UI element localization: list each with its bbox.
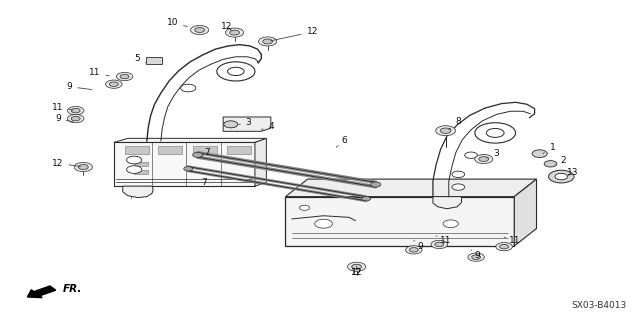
Text: 6: 6 [336, 136, 347, 147]
Bar [114, 142, 255, 186]
Bar [146, 57, 162, 64]
Text: 11: 11 [89, 68, 109, 77]
Circle shape [230, 30, 240, 35]
Text: 12: 12 [52, 159, 80, 168]
Polygon shape [223, 117, 271, 131]
Circle shape [180, 84, 196, 92]
Bar [227, 146, 251, 154]
Text: 7: 7 [204, 148, 215, 156]
Circle shape [352, 264, 362, 269]
Text: 10: 10 [166, 19, 187, 28]
Circle shape [183, 166, 192, 171]
Circle shape [499, 244, 508, 249]
Circle shape [192, 152, 203, 157]
Text: 12: 12 [270, 28, 318, 41]
Circle shape [464, 152, 477, 158]
Circle shape [117, 72, 133, 81]
Text: 8: 8 [449, 117, 461, 130]
Circle shape [496, 243, 512, 251]
Circle shape [471, 255, 480, 260]
Circle shape [106, 80, 122, 88]
Text: 1: 1 [543, 143, 555, 154]
Bar [134, 162, 148, 166]
Text: 12: 12 [351, 267, 362, 277]
Circle shape [71, 108, 80, 113]
Text: 9: 9 [471, 250, 480, 260]
Text: 9: 9 [414, 240, 423, 251]
Circle shape [190, 26, 209, 35]
Circle shape [78, 164, 88, 170]
Text: 11: 11 [504, 236, 520, 245]
Circle shape [110, 82, 118, 86]
Polygon shape [514, 179, 536, 246]
Circle shape [362, 196, 371, 201]
Circle shape [410, 248, 419, 252]
Polygon shape [285, 179, 536, 197]
Circle shape [71, 116, 80, 121]
Circle shape [75, 163, 92, 172]
Text: 3: 3 [486, 149, 499, 158]
Polygon shape [433, 197, 462, 209]
Circle shape [262, 39, 273, 44]
Text: 12: 12 [220, 22, 233, 31]
Circle shape [225, 28, 244, 37]
Circle shape [406, 246, 422, 254]
Polygon shape [114, 138, 266, 142]
Text: 11: 11 [52, 103, 73, 112]
Circle shape [120, 74, 129, 79]
Text: 2: 2 [555, 156, 566, 165]
Circle shape [436, 126, 455, 136]
Circle shape [468, 253, 484, 261]
Text: 7: 7 [201, 178, 213, 187]
Text: 11: 11 [436, 236, 452, 245]
Circle shape [127, 166, 142, 173]
Text: 3: 3 [239, 118, 252, 127]
Text: 9: 9 [66, 82, 92, 91]
Circle shape [127, 156, 142, 164]
Circle shape [217, 62, 255, 81]
FancyArrow shape [27, 286, 55, 298]
Text: 13: 13 [567, 168, 578, 177]
Circle shape [452, 184, 464, 190]
Circle shape [68, 107, 84, 115]
Circle shape [544, 161, 557, 167]
Text: 5: 5 [134, 53, 146, 62]
Bar [125, 146, 150, 154]
Circle shape [224, 121, 238, 128]
Text: 9: 9 [55, 114, 73, 123]
Bar [285, 197, 514, 246]
Circle shape [315, 219, 333, 228]
Text: 12: 12 [351, 267, 362, 277]
Circle shape [227, 67, 244, 76]
Circle shape [475, 155, 493, 164]
Circle shape [431, 240, 448, 249]
Circle shape [452, 171, 464, 178]
Circle shape [548, 170, 574, 183]
Circle shape [479, 156, 489, 162]
Circle shape [532, 150, 547, 157]
Circle shape [259, 37, 276, 46]
Polygon shape [123, 186, 154, 197]
Circle shape [68, 115, 84, 123]
Bar [192, 146, 217, 154]
Circle shape [435, 242, 444, 247]
Circle shape [371, 182, 381, 187]
Circle shape [299, 205, 310, 210]
Circle shape [475, 123, 515, 143]
Text: SX03-B4013: SX03-B4013 [571, 301, 627, 310]
Circle shape [348, 262, 366, 271]
Text: 4: 4 [261, 122, 275, 131]
Circle shape [440, 128, 451, 133]
Circle shape [486, 128, 504, 137]
Circle shape [443, 220, 459, 228]
Bar [159, 146, 182, 154]
Bar [134, 170, 148, 174]
Circle shape [555, 173, 568, 180]
Text: FR.: FR. [63, 284, 82, 294]
Circle shape [195, 28, 204, 32]
Polygon shape [255, 138, 266, 186]
